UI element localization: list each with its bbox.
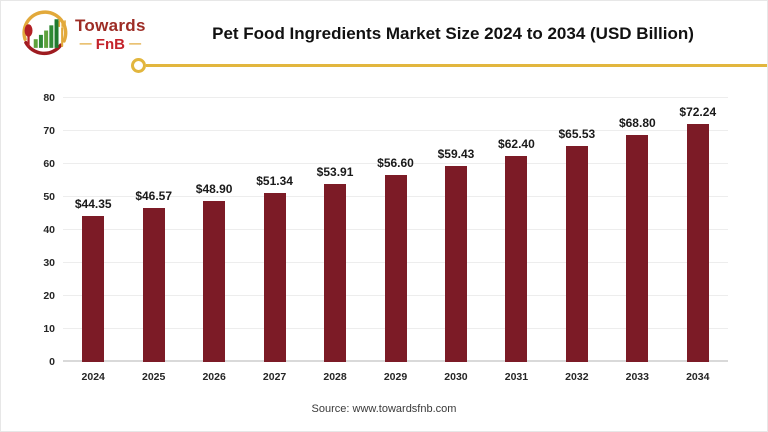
y-tick-label: 40 bbox=[43, 224, 55, 236]
bar-slot: $46.57 2025 bbox=[123, 98, 185, 383]
bar-slot: $48.90 2026 bbox=[183, 98, 245, 383]
towardsfnb-logo: Towards — FnB — bbox=[19, 8, 146, 60]
bar-slot: $51.34 2027 bbox=[244, 98, 306, 383]
bar-slot: $44.35 2024 bbox=[62, 98, 124, 383]
brand-name-bottom: — FnB — bbox=[75, 37, 146, 52]
bar-slot: $72.24 2034 bbox=[667, 98, 729, 383]
x-tick-label: 2026 bbox=[202, 371, 226, 383]
x-tick-label: 2027 bbox=[262, 371, 287, 383]
bar-value-label: $48.90 bbox=[195, 181, 233, 196]
bar-2029 bbox=[384, 175, 407, 362]
bar-2032 bbox=[565, 145, 588, 362]
bar-value-label: $44.35 bbox=[74, 196, 112, 211]
gridline bbox=[63, 130, 728, 131]
bar-value-label: $53.91 bbox=[316, 165, 354, 180]
x-tick-label: 2029 bbox=[383, 371, 408, 383]
bar-2033 bbox=[626, 134, 649, 362]
bar-2034 bbox=[686, 123, 709, 362]
bar-slot: $56.60 2029 bbox=[365, 98, 427, 383]
brand-dash-left: — bbox=[79, 35, 92, 50]
bar-2025 bbox=[142, 208, 165, 362]
bar-slot: $62.40 2031 bbox=[485, 98, 547, 383]
x-tick-label: 2033 bbox=[625, 371, 649, 383]
brand-dash-right: — bbox=[129, 35, 142, 50]
title-divider-line bbox=[146, 64, 767, 67]
y-tick-label: 20 bbox=[43, 290, 55, 302]
y-axis: 0 10 20 30 40 50 60 70 80 bbox=[27, 92, 55, 368]
bar-value-label: $62.40 bbox=[498, 137, 535, 152]
bar-value-label: $72.24 bbox=[679, 104, 717, 119]
bar-value-label: $46.57 bbox=[135, 189, 173, 204]
bar-slot: $59.43 2030 bbox=[425, 98, 487, 383]
y-tick-label: 70 bbox=[43, 125, 55, 137]
bar-2026 bbox=[203, 200, 226, 362]
y-tick-label: 50 bbox=[43, 191, 55, 203]
bar-2031 bbox=[505, 156, 528, 362]
bar-slot: $68.80 2033 bbox=[606, 98, 668, 383]
x-tick-label: 2031 bbox=[504, 371, 529, 383]
bar-value-label: $59.43 bbox=[437, 146, 475, 161]
brand-fnb-label: FnB bbox=[95, 35, 125, 53]
bar-2030 bbox=[444, 165, 467, 362]
bar-slot: $65.53 2032 bbox=[546, 98, 608, 383]
plot-area: $44.35 2024 $46.57 2025 $48.90 2026 $51.34 2027… bbox=[62, 97, 729, 383]
towardsfnb-logo-icon bbox=[22, 10, 68, 56]
gridline bbox=[63, 163, 728, 164]
bar-2027 bbox=[263, 192, 286, 362]
bar-2028 bbox=[324, 184, 347, 362]
y-tick-label: 80 bbox=[43, 92, 55, 104]
bar-value-label: $68.80 bbox=[618, 115, 656, 130]
x-tick-label: 2030 bbox=[444, 371, 468, 383]
x-tick-label: 2025 bbox=[141, 371, 166, 383]
title-divider-circle bbox=[131, 58, 146, 73]
bar-2024 bbox=[82, 215, 105, 362]
x-tick-label: 2028 bbox=[323, 371, 347, 383]
x-tick-label: 2024 bbox=[81, 371, 105, 383]
gridline bbox=[63, 97, 728, 98]
x-tick-label: 2034 bbox=[686, 371, 710, 383]
brand-name-top: Towards bbox=[75, 15, 146, 35]
y-tick-label: 30 bbox=[43, 257, 55, 269]
y-tick-label: 10 bbox=[43, 323, 55, 335]
source-attribution: Source: www.towardsfnb.com bbox=[311, 403, 457, 415]
bar-value-label: $65.53 bbox=[558, 126, 596, 141]
x-tick-label: 2032 bbox=[565, 371, 589, 383]
page-title: Pet Food Ingredients Market Size 2024 to… bbox=[212, 24, 694, 43]
y-tick-label: 60 bbox=[43, 158, 55, 170]
bar-value-label: $56.60 bbox=[377, 156, 414, 171]
bar-value-label: $51.34 bbox=[256, 173, 293, 188]
bar-slot: $53.91 2028 bbox=[304, 98, 366, 383]
y-tick-label: 0 bbox=[49, 356, 55, 368]
towardsfnb-logo-text: Towards — FnB — bbox=[75, 17, 146, 52]
